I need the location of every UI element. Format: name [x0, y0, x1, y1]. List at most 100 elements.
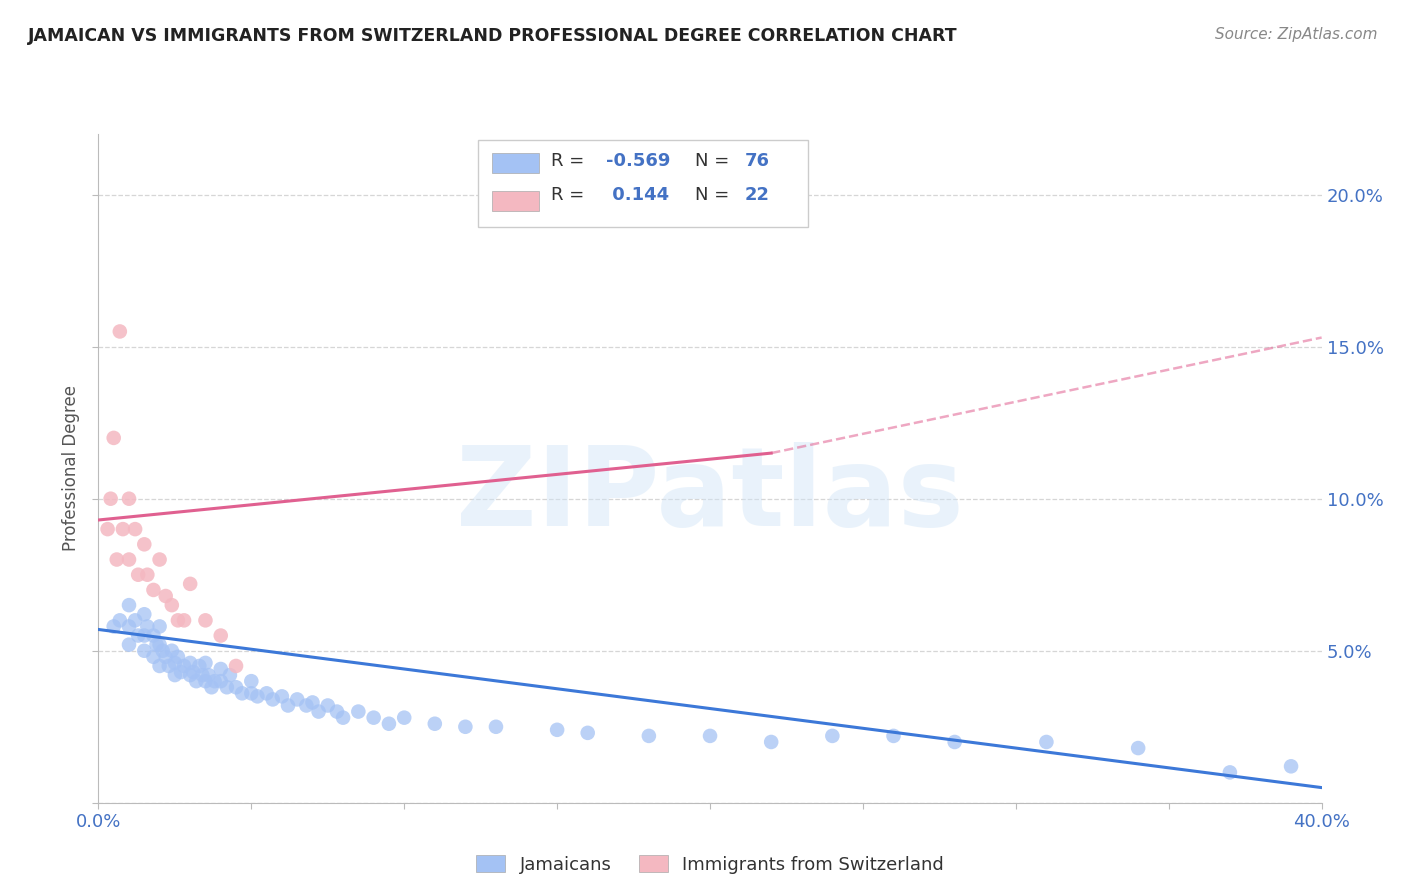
- Y-axis label: Professional Degree: Professional Degree: [62, 385, 80, 551]
- Text: Source: ZipAtlas.com: Source: ZipAtlas.com: [1215, 27, 1378, 42]
- Text: R =: R =: [551, 186, 591, 204]
- Point: [167, 649, 190, 664]
- Point: [105, 552, 128, 566]
- Point: [240, 686, 263, 700]
- Point: [546, 723, 568, 737]
- Point: [111, 522, 134, 536]
- Point: [118, 638, 141, 652]
- Point: [181, 665, 204, 679]
- Point: [173, 659, 195, 673]
- Point: [759, 735, 782, 749]
- Point: [100, 491, 122, 506]
- Point: [108, 613, 131, 627]
- Text: 0.144: 0.144: [606, 186, 669, 204]
- Point: [142, 582, 165, 597]
- FancyBboxPatch shape: [478, 141, 808, 227]
- Point: [136, 619, 159, 633]
- Point: [576, 726, 599, 740]
- Point: [197, 668, 219, 682]
- Point: [454, 720, 477, 734]
- Point: [127, 567, 149, 582]
- Point: [136, 567, 159, 582]
- Point: [392, 711, 416, 725]
- Point: [124, 613, 146, 627]
- Point: [118, 552, 141, 566]
- Text: N =: N =: [696, 186, 735, 204]
- Point: [160, 598, 183, 612]
- Point: [179, 668, 201, 682]
- Point: [157, 659, 180, 673]
- Point: [97, 522, 120, 536]
- Point: [231, 686, 253, 700]
- Point: [194, 674, 217, 689]
- Point: [326, 705, 349, 719]
- Point: [363, 711, 385, 725]
- Point: [155, 649, 177, 664]
- Point: [103, 619, 125, 633]
- Point: [285, 692, 308, 706]
- Point: [219, 668, 242, 682]
- Point: [179, 577, 201, 591]
- Point: [191, 668, 214, 682]
- Text: ZIPatlas: ZIPatlas: [456, 442, 965, 549]
- Point: [225, 659, 247, 673]
- Point: [160, 644, 183, 658]
- Point: [215, 680, 238, 694]
- Legend: Jamaicans, Immigrants from Switzerland: Jamaicans, Immigrants from Switzerland: [470, 847, 950, 880]
- Point: [256, 686, 278, 700]
- Point: [209, 674, 232, 689]
- Point: [204, 674, 226, 689]
- FancyBboxPatch shape: [492, 153, 538, 173]
- Point: [118, 491, 141, 506]
- Point: [188, 659, 211, 673]
- Text: 76: 76: [744, 152, 769, 169]
- Point: [943, 735, 966, 749]
- Point: [134, 537, 156, 551]
- Point: [378, 716, 401, 731]
- Point: [240, 674, 263, 689]
- Point: [142, 628, 165, 642]
- Text: JAMAICAN VS IMMIGRANTS FROM SWITZERLAND PROFESSIONAL DEGREE CORRELATION CHART: JAMAICAN VS IMMIGRANTS FROM SWITZERLAND …: [28, 27, 957, 45]
- Point: [821, 729, 844, 743]
- Point: [1279, 759, 1302, 773]
- Point: [149, 552, 172, 566]
- Text: 22: 22: [744, 186, 769, 204]
- Point: [145, 638, 167, 652]
- Point: [295, 698, 318, 713]
- Point: [149, 659, 172, 673]
- Point: [118, 598, 141, 612]
- Point: [194, 613, 217, 627]
- Point: [170, 665, 193, 679]
- Point: [142, 649, 165, 664]
- Point: [134, 628, 156, 642]
- Point: [134, 607, 156, 622]
- Point: [149, 638, 172, 652]
- Point: [485, 720, 508, 734]
- Point: [124, 522, 146, 536]
- Point: [118, 619, 141, 633]
- Point: [163, 668, 186, 682]
- Point: [209, 662, 232, 676]
- Point: [149, 619, 172, 633]
- Text: N =: N =: [696, 152, 735, 169]
- Point: [163, 656, 186, 670]
- Point: [1219, 765, 1241, 780]
- Point: [209, 628, 232, 642]
- Point: [134, 644, 156, 658]
- Text: -0.569: -0.569: [606, 152, 671, 169]
- Point: [127, 628, 149, 642]
- Point: [308, 705, 330, 719]
- Point: [225, 680, 247, 694]
- Point: [332, 711, 354, 725]
- Point: [103, 431, 125, 445]
- Point: [1128, 741, 1150, 756]
- Point: [347, 705, 370, 719]
- Point: [108, 325, 131, 339]
- Point: [270, 690, 292, 704]
- Point: [316, 698, 339, 713]
- Point: [167, 613, 190, 627]
- Point: [423, 716, 446, 731]
- Point: [152, 644, 174, 658]
- Point: [301, 696, 323, 710]
- Point: [883, 729, 905, 743]
